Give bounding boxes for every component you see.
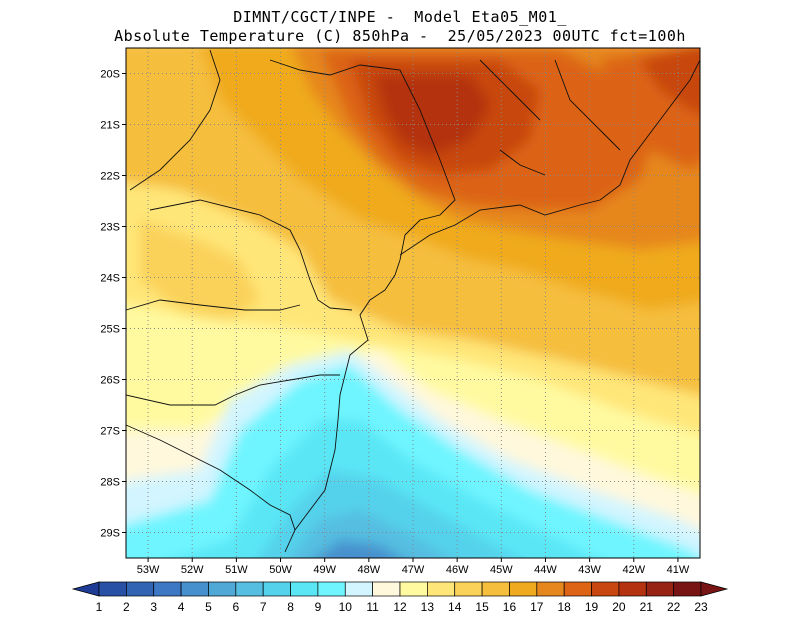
lat-label: 23S bbox=[100, 222, 120, 234]
colorbar-swatch bbox=[344, 581, 373, 597]
lat-label: 28S bbox=[100, 477, 120, 489]
lon-label: 53W bbox=[137, 564, 160, 576]
graticule bbox=[126, 48, 700, 558]
colorbar-label: 2 bbox=[123, 600, 130, 614]
colorbar-label: 15 bbox=[475, 600, 489, 614]
colorbar-label: 4 bbox=[178, 600, 185, 614]
colorbar-swatch bbox=[509, 581, 538, 597]
lon-label: 46W bbox=[446, 564, 469, 576]
colorbar-label: 9 bbox=[315, 600, 322, 614]
lat-label: 29S bbox=[100, 528, 120, 540]
colorbar-label: 3 bbox=[150, 600, 157, 614]
colorbar-swatch bbox=[427, 581, 456, 597]
lon-label: 44W bbox=[534, 564, 557, 576]
colorbar-swatch bbox=[153, 581, 182, 597]
colorbar-swatch bbox=[645, 581, 674, 597]
colorbar-label: 6 bbox=[232, 600, 239, 614]
lon-label: 51W bbox=[225, 564, 248, 576]
colorbar-swatch bbox=[536, 581, 565, 597]
colorbar-label: 8 bbox=[287, 600, 294, 614]
colorbar-label: 21 bbox=[640, 600, 654, 614]
colorbar-label: 16 bbox=[503, 600, 517, 614]
colorbar: 1 2 3 4 5 6 7 8 9 10 11 12 13 14 15 16 17 18 19 20 21 22 23 bbox=[71, 581, 729, 614]
colorbar-swatch bbox=[126, 581, 155, 597]
lon-label: 41W bbox=[667, 564, 690, 576]
lon-label: 45W bbox=[490, 564, 513, 576]
lat-label: 21S bbox=[100, 120, 120, 132]
colorbar-swatch bbox=[618, 581, 647, 597]
colorbar-label: 13 bbox=[421, 600, 435, 614]
colorbar-arrow-low bbox=[71, 581, 100, 597]
map-title-line1: DIMNT/CGCT/INPE - Model Eta05_M01_ bbox=[233, 8, 567, 26]
colorbar-swatch bbox=[399, 581, 428, 597]
latitude-axis: 20S 21S 22S 23S 24S 25S 26S 27S 28S 29S bbox=[100, 69, 126, 540]
lat-label: 26S bbox=[100, 375, 120, 387]
lon-label: 42W bbox=[622, 564, 645, 576]
colorbar-label: 19 bbox=[585, 600, 599, 614]
colorbar-swatch bbox=[673, 581, 702, 597]
coastlines-and-borders bbox=[126, 49, 700, 553]
colorbar-swatch bbox=[563, 581, 592, 597]
colorbar-swatch bbox=[262, 581, 291, 597]
lon-label: 48W bbox=[358, 564, 381, 576]
colorbar-swatch bbox=[317, 581, 346, 597]
map-title-line2: Absolute Temperature (C) 850hPa - 25/05/… bbox=[114, 27, 686, 45]
colorbar-label: 11 bbox=[366, 600, 379, 614]
colorbar-label: 7 bbox=[260, 600, 267, 614]
colorbar-arrow-high bbox=[700, 581, 729, 597]
lat-label: 22S bbox=[100, 171, 120, 183]
temperature-field bbox=[126, 48, 700, 558]
colorbar-label: 14 bbox=[448, 600, 462, 614]
lat-label: 20S bbox=[100, 69, 120, 81]
colorbar-label: 18 bbox=[558, 600, 572, 614]
colorbar-swatch bbox=[372, 581, 401, 597]
colorbar-swatch bbox=[235, 581, 264, 597]
colorbar-label: 23 bbox=[694, 600, 708, 614]
colorbar-label: 17 bbox=[530, 600, 544, 614]
lat-label: 24S bbox=[100, 273, 120, 285]
colorbar-label: 1 bbox=[96, 600, 103, 614]
lat-label: 25S bbox=[100, 324, 120, 336]
colorbar-label: 12 bbox=[393, 600, 407, 614]
colorbar-label: 5 bbox=[205, 600, 212, 614]
colorbar-swatch bbox=[454, 581, 483, 597]
lon-label: 43W bbox=[578, 564, 601, 576]
colorbar-swatch bbox=[208, 581, 237, 597]
colorbar-label: 10 bbox=[339, 600, 353, 614]
colorbar-label: 22 bbox=[667, 600, 681, 614]
colorbar-label: 20 bbox=[612, 600, 626, 614]
colorbar-swatch bbox=[98, 581, 127, 597]
lon-label: 47W bbox=[402, 564, 425, 576]
lon-label: 50W bbox=[269, 564, 292, 576]
longitude-axis: 53W 52W 51W 50W 49W 48W 47W 46W 45W 44W 43W 42W 41W bbox=[137, 558, 690, 576]
lon-label: 49W bbox=[313, 564, 336, 576]
lon-label: 52W bbox=[181, 564, 204, 576]
colorbar-swatch bbox=[290, 581, 319, 597]
colorbar-swatch bbox=[591, 581, 620, 597]
colorbar-swatch bbox=[180, 581, 209, 597]
colorbar-swatch bbox=[481, 581, 510, 597]
lat-label: 27S bbox=[100, 426, 120, 438]
